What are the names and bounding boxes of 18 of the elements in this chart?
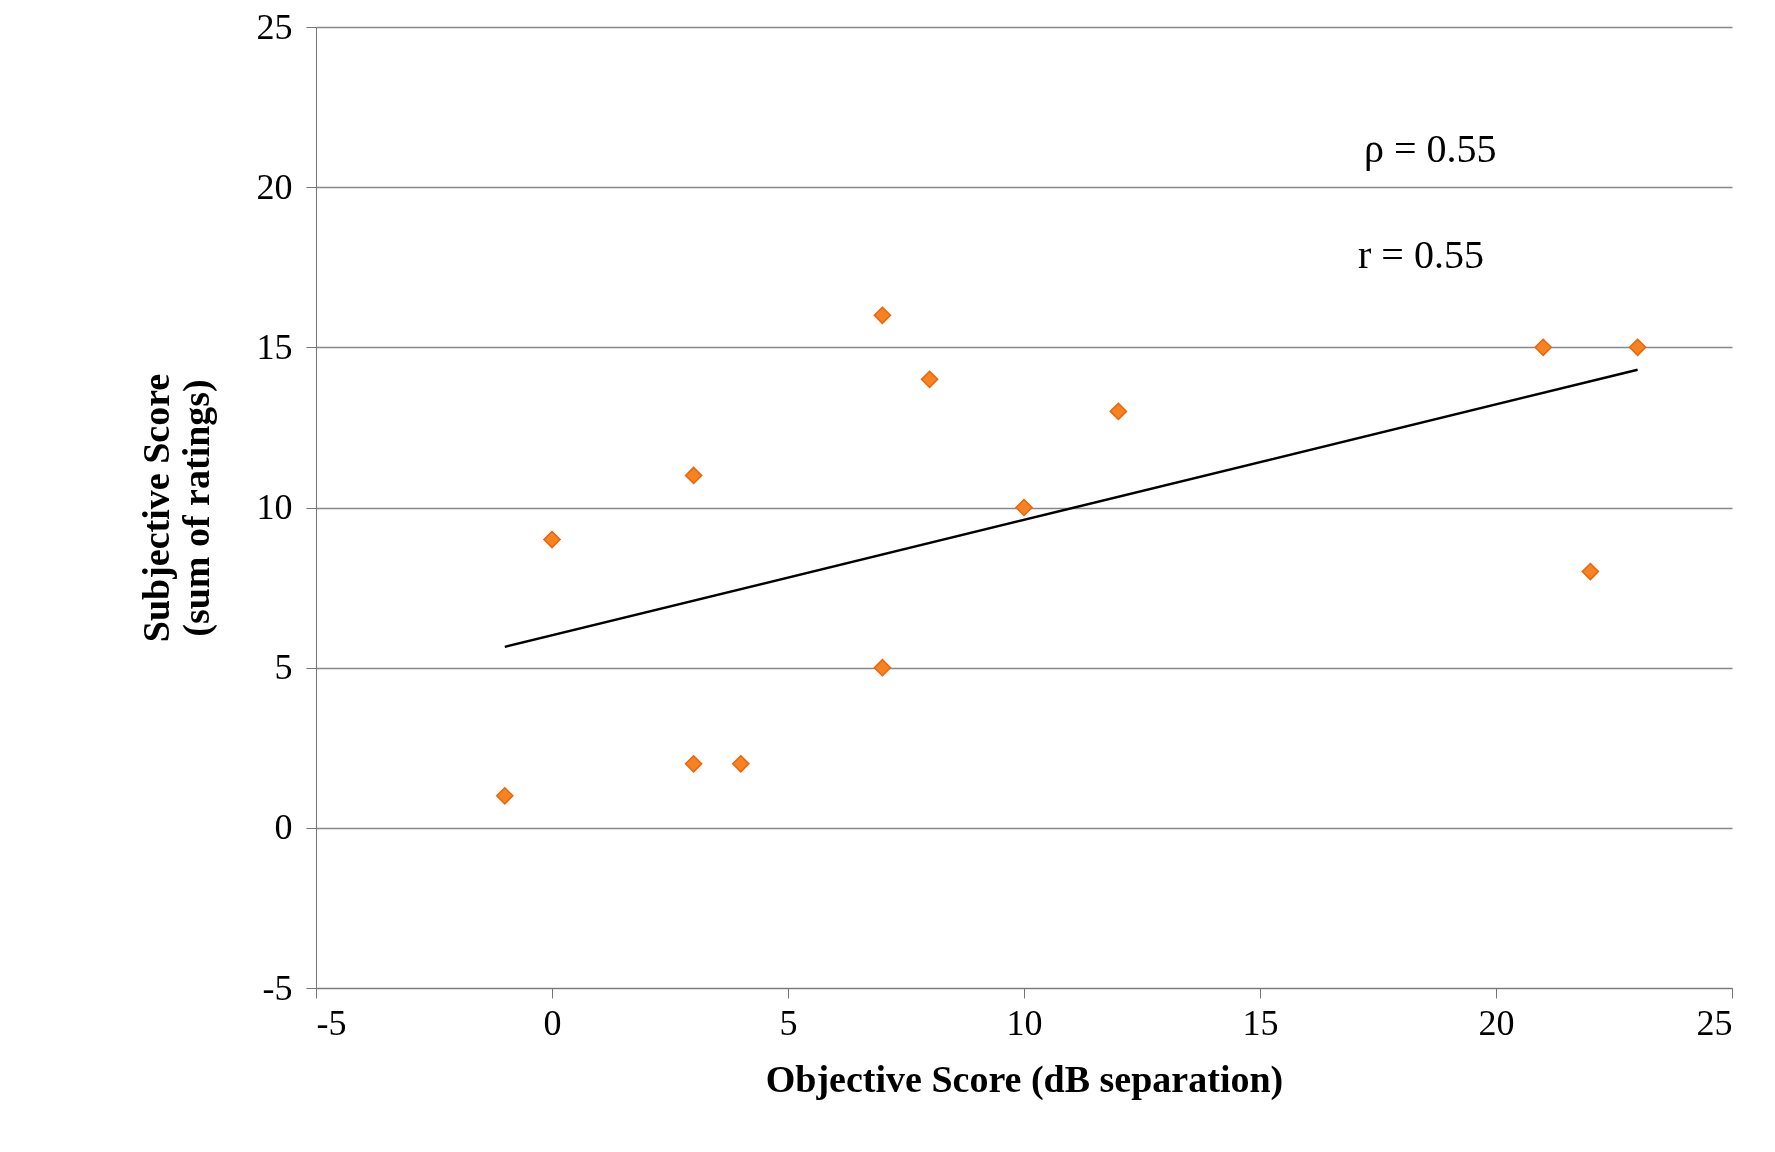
- y-tick-label: 5: [274, 647, 293, 688]
- y-tick-label: 0: [274, 807, 293, 848]
- x-tick-label: 20: [1478, 1002, 1515, 1043]
- y-axis-title: Subjective Score (sum of ratings): [134, 373, 218, 643]
- annotation: ρ = 0.55: [1364, 126, 1497, 171]
- x-tick-label: 15: [1242, 1002, 1279, 1043]
- x-tick-label: 0: [543, 1002, 562, 1043]
- x-tick-label: 25: [1696, 1002, 1733, 1043]
- x-axis-title: Objective Score (dB separation): [765, 1057, 1284, 1101]
- y-tick-label: 15: [256, 326, 293, 367]
- y-tick-label: 20: [256, 166, 293, 207]
- y-tick-label: 10: [256, 487, 293, 527]
- x-tick-label: 5: [779, 1002, 798, 1043]
- annotation: r = 0.55: [1358, 232, 1484, 277]
- y-tick-label: 25: [256, 6, 293, 47]
- x-tick-label: -5: [316, 1002, 347, 1043]
- x-tick-label: 10: [1006, 1002, 1043, 1043]
- y-tick-label: -5: [262, 967, 293, 1008]
